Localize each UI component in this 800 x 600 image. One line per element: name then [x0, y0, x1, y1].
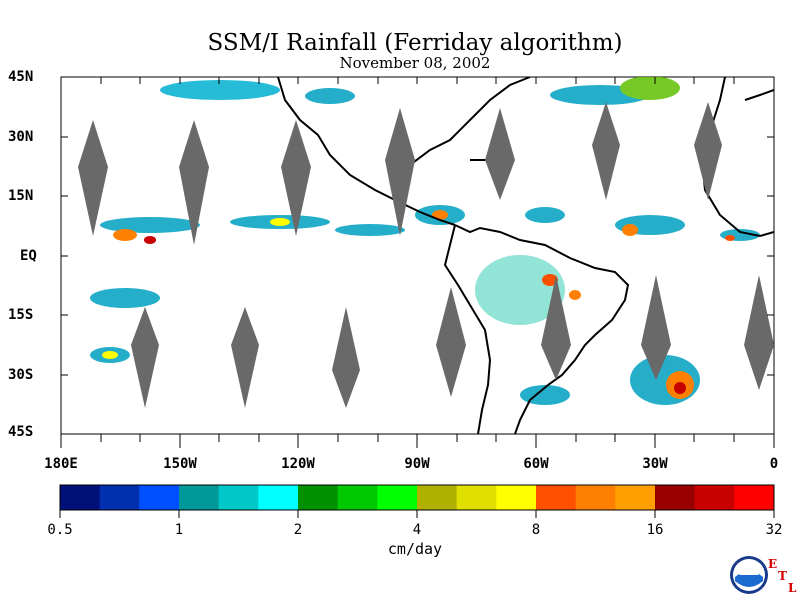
colorbar-swatch: [417, 485, 458, 510]
lat-label-45s: 45S: [8, 424, 34, 440]
colorbar-tick-label: 4: [412, 522, 422, 538]
lat-label-15s: 15S: [8, 307, 34, 323]
colorbar-swatch: [258, 485, 299, 510]
colorbar-swatch: [377, 485, 418, 510]
colorbar-tick-label: 0.5: [47, 522, 73, 538]
lon-label-30w: 30W: [642, 456, 668, 472]
colorbar-swatch: [337, 485, 378, 510]
lat-label-eq: EQ: [20, 248, 37, 264]
colorbar-unit-label: cm/day: [387, 540, 443, 558]
colorbar-swatch: [139, 485, 180, 510]
lat-ticks: [61, 76, 774, 435]
etl-letter: E: [768, 557, 778, 571]
lon-label-0: 0: [769, 456, 779, 472]
colorbar-swatch: [496, 485, 537, 510]
rain-cores: [102, 210, 735, 399]
colorbar-ticks: [59, 510, 775, 518]
noaa-logo-icon: [730, 556, 768, 594]
lat-label-15n: 15N: [8, 188, 34, 204]
colorbar-swatch: [99, 485, 140, 510]
colorbar-swatch: [734, 485, 775, 510]
colorbar-tick-label: 2: [293, 522, 303, 538]
lon-label-180e: 180E: [44, 456, 78, 472]
lon-label-60w: 60W: [523, 456, 549, 472]
lat-label-30s: 30S: [8, 367, 34, 383]
colorbar-swatch: [575, 485, 616, 510]
data-gap-swaths: [78, 102, 774, 408]
etl-letter: L: [788, 581, 797, 595]
colorbar-swatch: [536, 485, 577, 510]
coastlines: [277, 77, 774, 434]
colorbar-swatch: [60, 485, 101, 510]
lon-ticks: [60, 77, 775, 448]
map-title: SSM/I Rainfall (Ferriday algorithm): [207, 30, 623, 56]
colorbar-swatch: [456, 485, 497, 510]
colorbar: [60, 485, 775, 510]
lat-label-45n: 45N: [8, 69, 34, 85]
colorbar-tick-label: 32: [765, 522, 783, 538]
colorbar-swatch: [179, 485, 220, 510]
colorbar-swatch: [615, 485, 656, 510]
colorbar-swatch: [218, 485, 259, 510]
colorbar-tick-label: 1: [174, 522, 184, 538]
lon-label-150w: 150W: [163, 456, 197, 472]
lon-label-120w: 120W: [281, 456, 315, 472]
colorbar-swatch: [694, 485, 735, 510]
lon-label-90w: 90W: [404, 456, 430, 472]
map-date: November 08, 2002: [339, 54, 491, 72]
colorbar-tick-label: 16: [646, 522, 664, 538]
etl-letter: T: [778, 569, 787, 583]
colorbar-tick-label: 8: [531, 522, 541, 538]
colorbar-swatch: [298, 485, 339, 510]
lat-label-30n: 30N: [8, 129, 34, 145]
colorbar-swatch: [655, 485, 696, 510]
